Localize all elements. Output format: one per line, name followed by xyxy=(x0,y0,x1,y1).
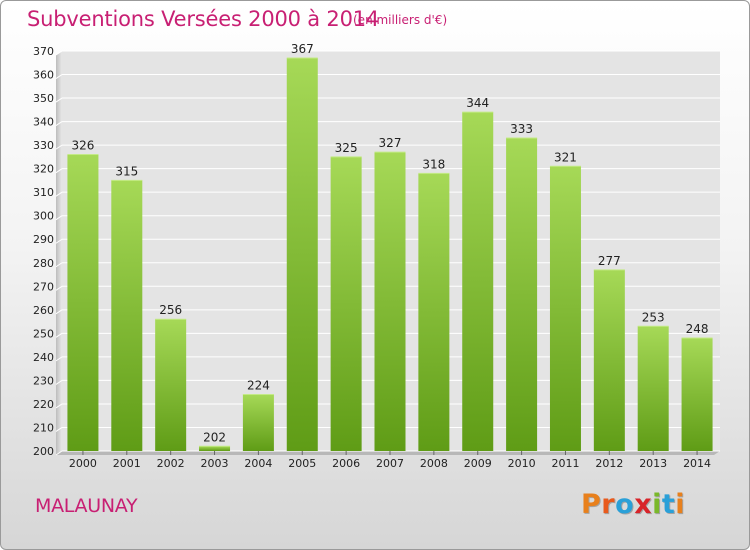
gridline-side xyxy=(55,332,63,338)
bar-2001 xyxy=(111,180,143,452)
plot-floor xyxy=(56,451,720,455)
proxiti-logo: Proxiti xyxy=(581,489,685,520)
logo-letter: i xyxy=(675,489,686,520)
gridline-side xyxy=(55,191,63,197)
gridline-side xyxy=(55,379,63,385)
value-label-2009: 344 xyxy=(466,96,489,110)
y-tick-label: 220 xyxy=(33,398,54,411)
x-tick-label-2006: 2006 xyxy=(332,457,360,470)
value-label-2006: 325 xyxy=(335,141,358,155)
logo-letter: i xyxy=(652,489,662,520)
y-tick-label: 210 xyxy=(33,421,54,434)
bar-2012 xyxy=(593,269,625,451)
bar-2004 xyxy=(242,394,274,451)
gridline-side xyxy=(55,144,63,150)
x-tick-label-2012: 2012 xyxy=(595,457,623,470)
y-tick-label: 250 xyxy=(33,327,54,340)
y-tick-label: 200 xyxy=(33,445,54,458)
bar-2008 xyxy=(418,173,450,451)
gridline-side xyxy=(55,215,63,221)
bar-2013 xyxy=(637,326,669,451)
bar-2011 xyxy=(549,166,581,451)
logo-letter: x xyxy=(634,489,653,520)
x-tick-label-2005: 2005 xyxy=(288,457,316,470)
value-label-2007: 327 xyxy=(379,136,402,150)
value-label-2002: 256 xyxy=(159,303,182,317)
value-label-2005: 367 xyxy=(291,42,314,56)
value-label-2000: 326 xyxy=(71,139,94,153)
gridline-side xyxy=(55,238,63,244)
bar-2006 xyxy=(330,156,362,451)
x-tick-label-2000: 2000 xyxy=(69,457,97,470)
logo-letter: o xyxy=(615,489,635,520)
logo-letter: P xyxy=(581,489,602,520)
x-tick-label-2010: 2010 xyxy=(508,457,536,470)
bar-2005 xyxy=(286,58,318,451)
bar-2009 xyxy=(462,112,494,452)
x-tick-label-2001: 2001 xyxy=(113,457,141,470)
logo-letter: t xyxy=(661,489,676,520)
gridline-side xyxy=(55,403,63,409)
bar-2000 xyxy=(67,154,99,451)
y-tick-label: 290 xyxy=(33,233,54,246)
gridline-side xyxy=(55,285,63,291)
gridline-side xyxy=(55,97,63,103)
bar-2014 xyxy=(681,338,713,451)
x-tick-label-2009: 2009 xyxy=(464,457,492,470)
y-tick-label: 240 xyxy=(33,351,54,364)
value-label-2008: 318 xyxy=(422,157,445,171)
x-tick-label-2011: 2011 xyxy=(551,457,579,470)
gridline-side xyxy=(55,309,63,315)
value-label-2011: 321 xyxy=(554,150,577,164)
chart-subtitle: (en milliers d'€) xyxy=(353,13,448,27)
gridline-side xyxy=(55,121,63,127)
gridline-side xyxy=(55,168,63,174)
y-tick-label: 350 xyxy=(33,92,54,105)
y-tick-label: 260 xyxy=(33,304,54,317)
bar-2002 xyxy=(155,319,187,451)
gridline-side xyxy=(55,262,63,268)
x-tick-label-2008: 2008 xyxy=(420,457,448,470)
gridline-side xyxy=(55,450,63,456)
value-label-2014: 248 xyxy=(686,322,709,336)
bar-2007 xyxy=(374,152,406,452)
y-tick-label: 360 xyxy=(33,69,54,82)
x-tick-label-2013: 2013 xyxy=(639,457,667,470)
value-label-2004: 224 xyxy=(247,379,270,393)
x-tick-label-2004: 2004 xyxy=(244,457,272,470)
y-tick-label: 370 xyxy=(33,45,54,58)
y-tick-label: 230 xyxy=(33,374,54,387)
value-label-2013: 253 xyxy=(642,310,665,324)
chart-title: Subventions Versées 2000 à 2014 xyxy=(27,7,380,31)
bar-2010 xyxy=(506,138,538,451)
y-tick-label: 340 xyxy=(33,116,54,129)
commune-name: MALAUNAY xyxy=(35,495,138,517)
plot-side-wall xyxy=(56,51,62,455)
x-tick-label-2003: 2003 xyxy=(201,457,229,470)
logo-letter: r xyxy=(601,489,616,520)
value-label-2012: 277 xyxy=(598,254,621,268)
y-tick-label: 300 xyxy=(33,210,54,223)
gridline-side xyxy=(55,427,63,432)
gridline-side xyxy=(55,356,63,362)
value-label-2003: 202 xyxy=(203,430,226,444)
y-tick-label: 320 xyxy=(33,163,54,176)
y-tick-label: 310 xyxy=(33,186,54,199)
bar-2003 xyxy=(199,446,231,451)
x-tick-label-2007: 2007 xyxy=(376,457,404,470)
y-tick-label: 280 xyxy=(33,257,54,270)
y-tick-label: 270 xyxy=(33,280,54,293)
value-label-2001: 315 xyxy=(115,164,138,178)
y-tick-label: 330 xyxy=(33,139,54,152)
x-tick-label-2002: 2002 xyxy=(157,457,185,470)
value-label-2010: 333 xyxy=(510,122,533,136)
gridline-side xyxy=(55,50,63,56)
gridline-side xyxy=(55,74,63,79)
x-tick-label-2014: 2014 xyxy=(683,457,711,470)
